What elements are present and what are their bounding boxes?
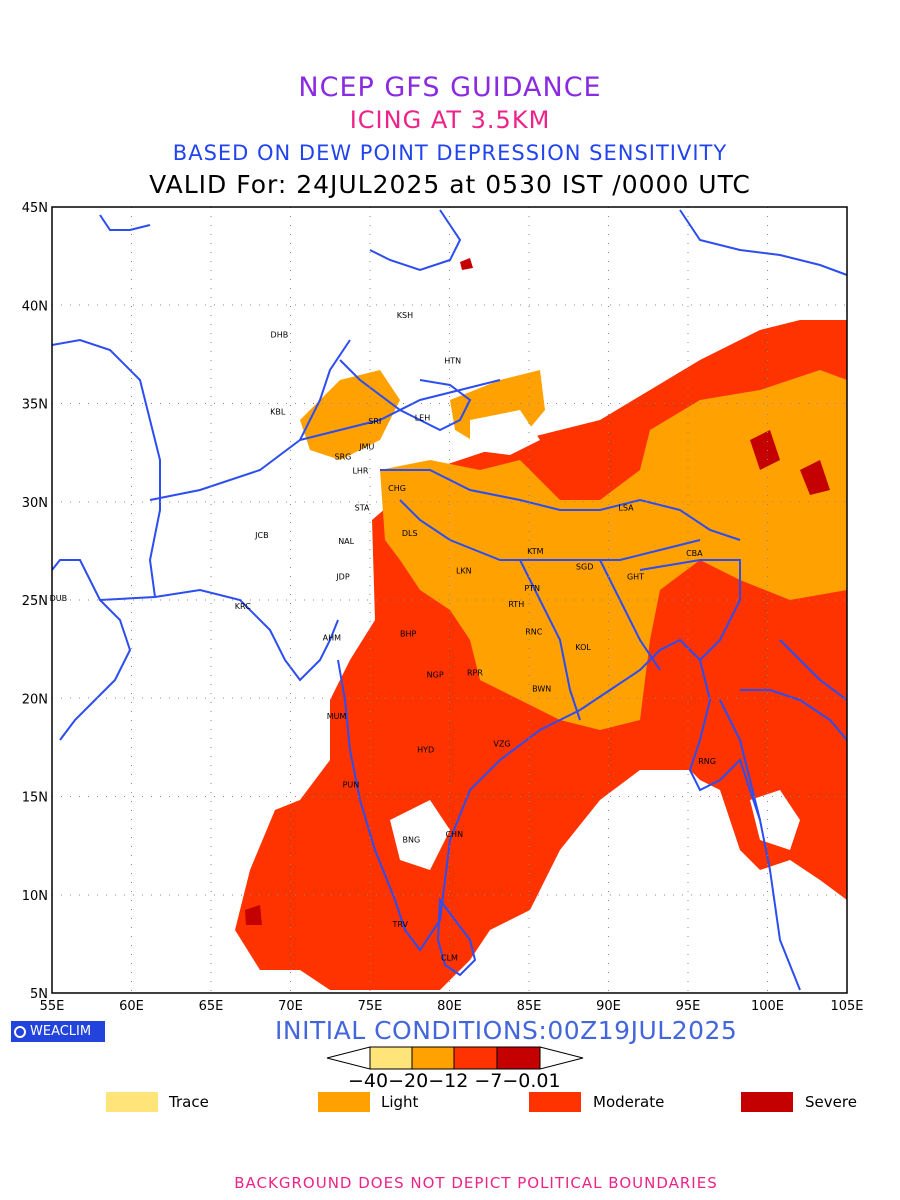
city-label: CBA	[686, 549, 703, 558]
method-subtitle: BASED ON DEW POINT DEPRESSION SENSITIVIT…	[172, 141, 728, 165]
legend-light-label: Light	[381, 1093, 419, 1111]
city-label: LEH	[415, 413, 431, 422]
valid-time: VALID For: 24JUL2025 at 0530 IST /0000 U…	[149, 170, 751, 199]
city-label: RTH	[508, 600, 524, 609]
city-label: DHB	[271, 331, 289, 340]
lon-label: 55E	[40, 999, 65, 1014]
lon-label: 65E	[199, 999, 224, 1014]
initial-conditions: INITIAL CONDITIONS:00Z19JUL2025	[275, 1016, 738, 1045]
city-label: JMU	[358, 443, 374, 452]
city-label: RPR	[467, 669, 483, 678]
city-label: NAL	[338, 537, 354, 546]
lon-label: 105E	[830, 999, 863, 1014]
city-label: KOL	[575, 643, 591, 652]
lat-label: 30N	[22, 496, 48, 511]
city-label: SGD	[576, 563, 593, 572]
legend-severe-swatch	[741, 1092, 793, 1112]
city-label: PTN	[524, 584, 540, 593]
city-label: VZG	[493, 739, 510, 748]
map-frame	[51, 206, 848, 994]
city-label: CHN	[445, 830, 463, 839]
city-label: SRG	[335, 453, 352, 462]
city-label: BWN	[532, 684, 551, 693]
coastlines	[52, 209, 847, 991]
scale-right-arrow	[539, 1046, 584, 1070]
legend-trace-swatch	[106, 1092, 158, 1112]
lat-label: 5N	[30, 987, 48, 1002]
lon-label: 90E	[596, 999, 621, 1014]
lon-label: 60E	[119, 999, 144, 1014]
lat-label: 20N	[22, 692, 48, 707]
city-label: MUM	[327, 712, 347, 721]
city-label: BHP	[400, 629, 417, 638]
scale-trace	[369, 1046, 413, 1070]
legend-moderate-swatch	[529, 1092, 581, 1112]
lat-label: 25N	[22, 594, 48, 609]
city-label: CLM	[441, 954, 458, 963]
lon-label: 100E	[751, 999, 784, 1014]
city-label: LSA	[618, 504, 634, 513]
weaclim-logo: WEACLIM	[11, 1021, 105, 1042]
city-label: STA	[355, 504, 370, 513]
city-label: DLS	[402, 529, 418, 538]
lat-label: 35N	[22, 398, 48, 413]
city-label: KBL	[270, 407, 286, 416]
city-label: GHT	[627, 572, 644, 581]
city-label: HTN	[444, 356, 461, 365]
city-label: KTM	[527, 547, 544, 556]
globe-icon	[14, 1025, 26, 1038]
parameter-title: ICING AT 3.5KM	[349, 106, 551, 134]
lat-label: 45N	[22, 201, 48, 216]
lat-label: 40N	[22, 299, 48, 314]
city-label: PUN	[343, 781, 360, 790]
city-label: RNG	[698, 757, 716, 766]
axis-labels: 55E 60E 65E 70E 75E 80E 85E 90E 95E 100E 105E 45N 40…	[22, 201, 864, 1014]
lat-label: 15N	[22, 791, 48, 806]
lon-label: 95E	[676, 999, 701, 1014]
product-title: NCEP GFS GUIDANCE	[298, 72, 602, 103]
lat-label: 10N	[22, 889, 48, 904]
city-label: SRI	[368, 417, 381, 426]
city-label: BNG	[403, 836, 421, 845]
city-label: CHG	[388, 484, 406, 493]
scale-severe	[496, 1046, 541, 1070]
scale-left-arrow	[326, 1046, 371, 1070]
lon-label: 70E	[278, 999, 303, 1014]
city-label: KSH	[397, 311, 413, 320]
city-label: RNC	[525, 627, 543, 636]
city-label: LHR	[352, 466, 368, 475]
legend-light-swatch	[318, 1092, 370, 1112]
city-label: JCB	[254, 531, 268, 540]
scale-moderate	[453, 1046, 498, 1070]
legend-moderate-label: Moderate	[593, 1093, 665, 1111]
city-label: LKN	[456, 567, 472, 576]
city-label: KRC	[235, 602, 251, 611]
lon-label: 75E	[358, 999, 383, 1014]
city-label: NGP	[427, 671, 444, 680]
brand-label: WEACLIM	[30, 1024, 92, 1039]
scale-light	[411, 1046, 455, 1070]
legend-severe-label: Severe	[805, 1093, 857, 1111]
city-label: TRV	[391, 920, 408, 929]
light-icing-area	[380, 370, 847, 730]
city-label: AHM	[323, 633, 341, 642]
lon-label: 80E	[437, 999, 462, 1014]
legend-trace-label: Trace	[169, 1093, 209, 1111]
city-label: HYD	[417, 745, 434, 754]
lon-label: 85E	[517, 999, 542, 1014]
city-label: DUB	[50, 594, 68, 603]
city-label: JDP	[335, 572, 350, 581]
scale-tick-labels: −40−20−12 −7−0.01	[348, 1070, 561, 1092]
disclaimer-note: BACKGROUND DOES NOT DEPICT POLITICAL BOU…	[234, 1174, 718, 1192]
